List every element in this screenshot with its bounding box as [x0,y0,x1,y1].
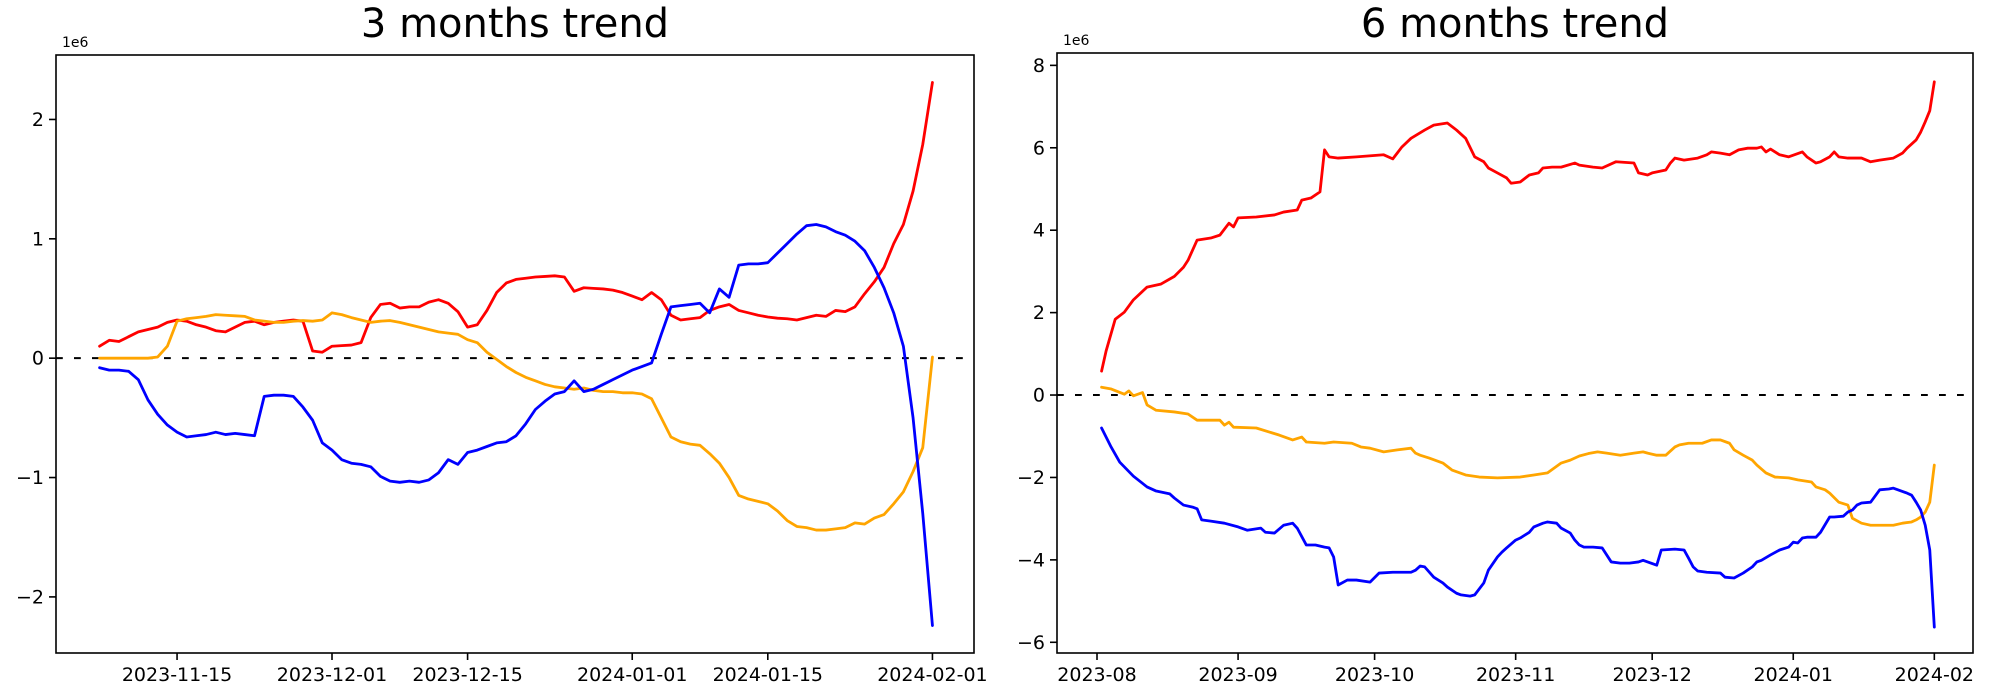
plot-frame [55,54,975,654]
y-tick-label: −4 [1017,549,1045,571]
x-tick-label: 2023-10 [1335,664,1414,686]
x-tick-label: 2024-01-15 [713,664,823,686]
y-tick-label: 2 [32,109,44,131]
x-tick-label: 2024-01-01 [577,664,687,686]
series-orange-line [1100,385,1936,527]
y-tick-label: −2 [16,586,44,608]
y-axis-offset-label: 1e6 [62,35,89,51]
x-tick-label: 2023-11 [1476,664,1555,686]
y-axis-offset-label: 1e6 [1063,33,1090,49]
plot-frame [1056,52,1974,654]
x-tick-label: 2023-08 [1057,664,1136,686]
chart-0: 2023-11-15 2023-12-01 2023-12-15 2024-01-01… [16,35,988,686]
x-tick-label: 2023-12 [1612,664,1691,686]
x-tick-label: 2023-11-15 [122,664,232,686]
y-tick-label: 4 [1033,220,1045,242]
y-tick-label: 8 [1033,55,1045,77]
y-tick-label: 0 [32,348,44,370]
chart-title-6-months-trend: 6 months trend [1360,1,1670,47]
x-tick-label: 2023-12-01 [277,664,387,686]
y-tick-label: 6 [1033,137,1045,159]
chart-title-3-months-trend: 3 months trend [360,1,670,47]
chart-1: 2023-08 2023-09 2023-10 2023-11 2023-12 2024-… [1017,33,1974,686]
x-tick-label: 2024-02-01 [877,664,987,686]
y-tick-label: 1 [32,228,44,250]
y-tick-label: −2 [1017,467,1045,489]
y-tick-label: 0 [1033,385,1045,407]
y-tick-label: 2 [1033,302,1045,324]
series-blue-line [1100,426,1936,629]
x-tick-label: 2024-02 [1895,664,1974,686]
x-tick-label: 2023-12-15 [412,664,522,686]
x-tick-label: 2023-09 [1198,664,1277,686]
series-red-line [98,81,934,354]
series-blue-line [98,223,934,627]
series-orange-line [98,311,934,532]
x-tick-label: 2024-01 [1754,664,1833,686]
series-red-line [1100,80,1936,373]
y-tick-label: −1 [16,467,44,489]
y-tick-label: −6 [1017,632,1045,654]
